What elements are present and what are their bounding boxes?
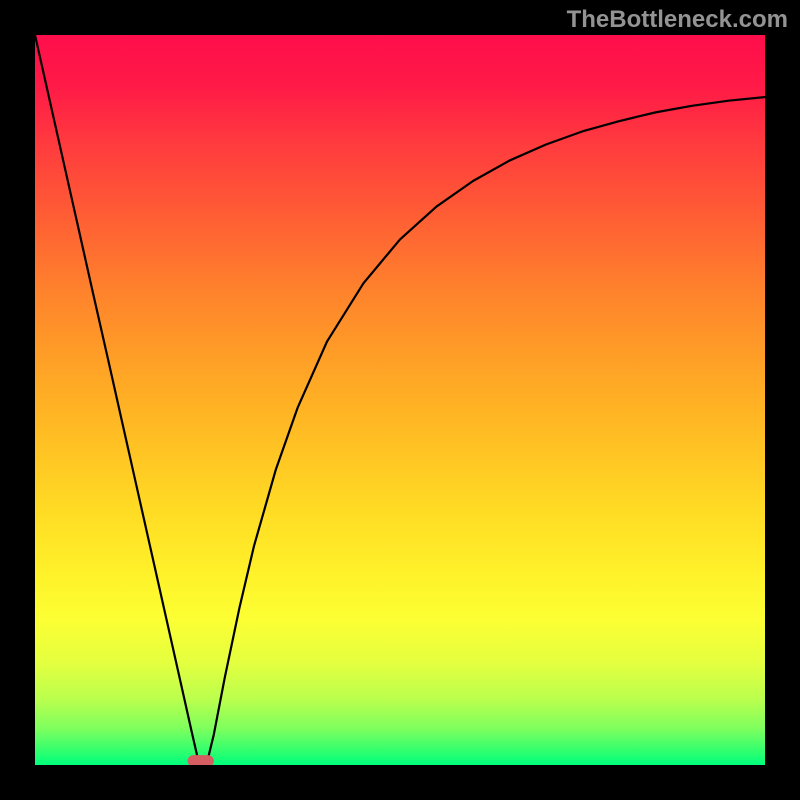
plot-area bbox=[35, 35, 765, 765]
optimum-marker bbox=[188, 755, 214, 765]
chart-frame: TheBottleneck.com bbox=[0, 0, 800, 800]
plot-svg bbox=[35, 35, 765, 765]
watermark-label: TheBottleneck.com bbox=[567, 6, 788, 34]
gradient-background-rect bbox=[35, 35, 765, 765]
